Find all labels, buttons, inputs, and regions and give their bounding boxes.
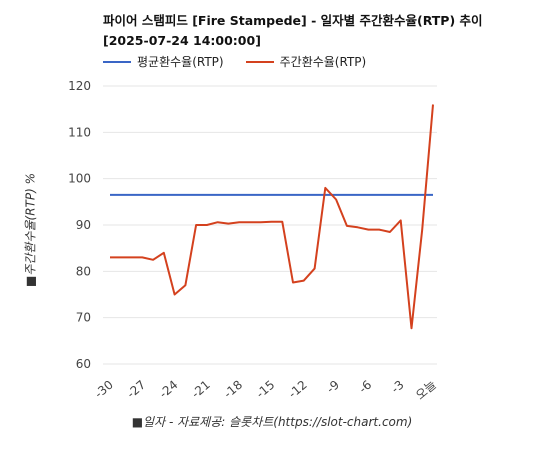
x-tick-label: -21 — [189, 378, 213, 401]
legend-item-weekly: 주간환수율(RTP) — [245, 53, 367, 70]
x-tick-label: -18 — [221, 378, 245, 401]
legend-label-avg: 평균환수율(RTP) — [137, 55, 224, 69]
x-tick-label: -12 — [286, 378, 310, 401]
legend-swatch-weekly — [245, 60, 274, 63]
y-tick-label: 100 — [68, 172, 91, 186]
x-tick-label: -30 — [92, 378, 116, 401]
x-tick-label: -27 — [124, 378, 148, 401]
y-tick-label: 110 — [68, 125, 91, 139]
y-tick-label: 70 — [76, 311, 91, 325]
y-tick-label: 120 — [68, 79, 91, 93]
x-tick-label: -9 — [324, 378, 342, 396]
series-line-weekly-rtp — [110, 104, 434, 330]
y-tick-label: 80 — [76, 264, 91, 278]
x-tick-label: 오늘 — [413, 378, 439, 403]
chart-legend: 평균환수율(RTP) 주간환수율(RTP) — [103, 53, 366, 70]
y-tick-label: 60 — [76, 357, 91, 371]
legend-label-weekly: 주간환수율(RTP) — [279, 55, 367, 69]
legend-item-avg: 평균환수율(RTP) — [103, 53, 224, 70]
chart-title: 파이어 스탬피드 [Fire Stampede] - 일자별 주간환수율(RTP… — [103, 11, 483, 51]
x-tick-label: -6 — [356, 378, 374, 396]
chart-title-line1: 파이어 스탬피드 [Fire Stampede] - 일자별 주간환수율(RTP… — [103, 13, 483, 28]
legend-swatch-avg — [103, 60, 131, 63]
x-tick-label: -24 — [157, 378, 181, 401]
x-tick-label: -15 — [253, 378, 277, 401]
y-axis-label-text: ■주간환수율(RTP) % — [23, 172, 38, 288]
x-axis-label: ■일자 - 자료제공: 슬롯차트(https://slot-chart.com) — [131, 415, 413, 429]
y-axis-label: ■주간환수율(RTP) % — [20, 170, 40, 290]
chart-title-line2: [2025-07-24 14:00:00] — [103, 33, 261, 48]
x-tick-label: -3 — [388, 378, 406, 396]
y-tick-label: 90 — [76, 218, 91, 232]
